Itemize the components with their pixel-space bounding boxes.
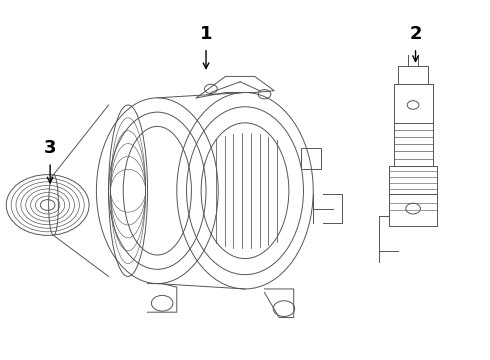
Text: 1: 1 (200, 24, 212, 42)
Bar (301, 148, 320, 169)
Text: 3: 3 (44, 139, 56, 157)
Text: 2: 2 (409, 24, 422, 42)
